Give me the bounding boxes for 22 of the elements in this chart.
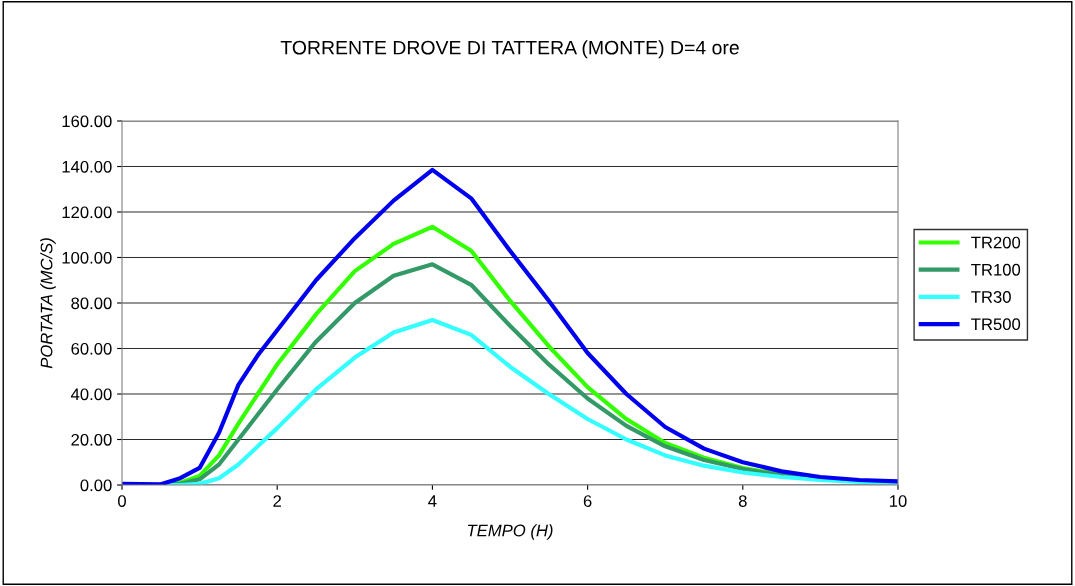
legend-label: TR200 [971,236,1021,249]
legend-label: TR30 [971,291,1011,303]
y-tick-label: 160.00 [62,115,112,128]
y-tick-label: 80.00 [71,297,112,310]
legend-label: TR100 [971,263,1021,276]
x-tick-label: 0 [118,495,126,507]
chart-title: TORRENTE DROVE DI TATTERA (MONTE) D=4 ore [280,40,739,59]
x-tick-label: 6 [583,495,592,507]
legend-label: TR500 [971,318,1021,331]
x-tick-label: 10 [890,495,907,507]
y-tick-label: 100.00 [62,251,112,264]
y-tick-label: 0.00 [80,479,112,492]
y-axis-title: PORTATA (MC/S) [40,238,56,369]
x-tick-label: 2 [273,495,281,507]
x-tick-label: 4 [428,495,437,507]
y-tick-label: 20.00 [71,433,112,446]
y-tick-label: 60.00 [71,342,112,355]
y-tick-label: 40.00 [70,388,112,401]
y-tick-label: 140.00 [62,160,112,173]
x-tick-label: 8 [738,495,747,507]
y-tick-label: 120.00 [62,206,112,219]
x-axis-title: TEMPO (H) [467,524,553,540]
